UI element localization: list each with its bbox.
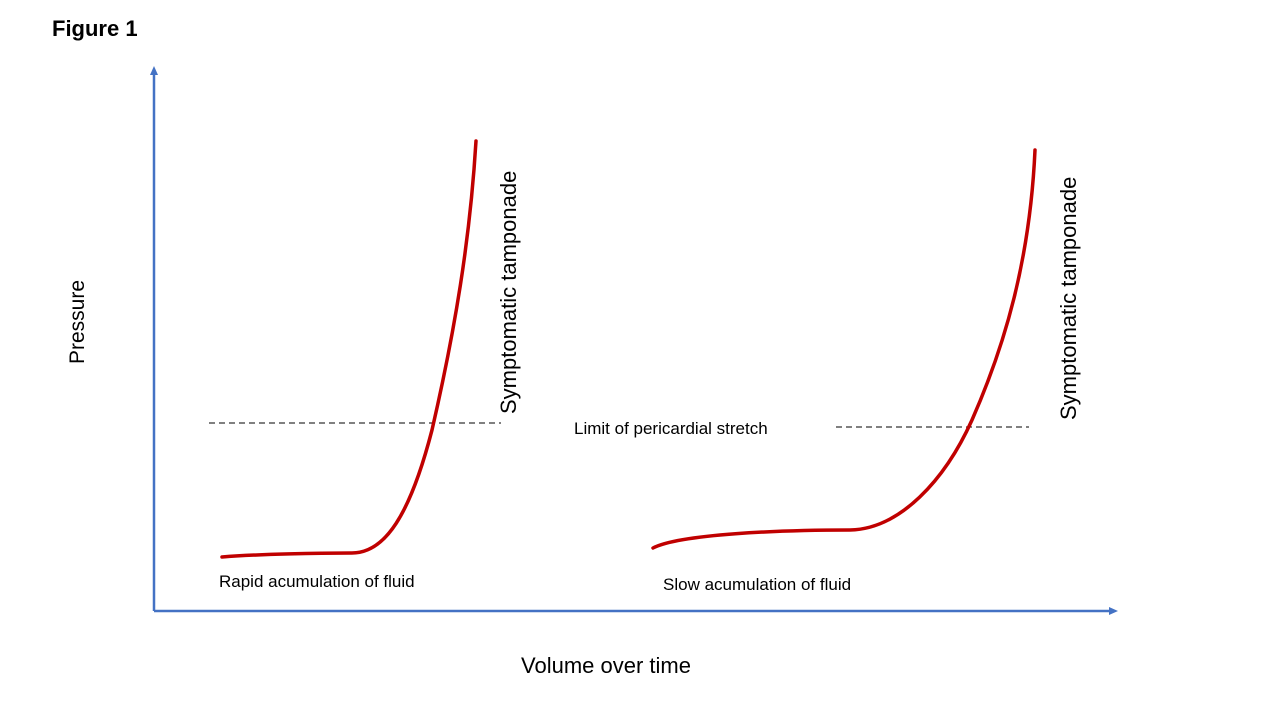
slow-accumulation-curve: [651, 148, 1037, 550]
y-axis-label: Pressure: [66, 280, 89, 364]
x-axis-label: Volume over time: [521, 653, 691, 678]
figure-title: Figure 1: [52, 16, 138, 41]
rapid-accumulation-curve: [220, 139, 478, 559]
rapid-accumulation-label: Rapid acumulation of fluid: [219, 572, 415, 591]
rapid-tamponade-label: Symptomatic tamponade: [496, 171, 521, 414]
slow-accumulation-label: Slow acumulation of fluid: [663, 575, 851, 594]
stretch-limit-label: Limit of pericardial stretch: [574, 419, 768, 438]
slow-tamponade-label: Symptomatic tamponade: [1056, 177, 1081, 420]
